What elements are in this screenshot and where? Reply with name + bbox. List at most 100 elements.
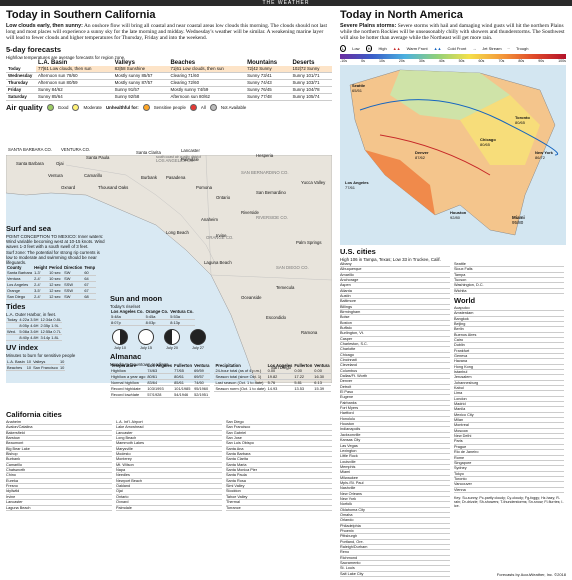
list-item: Albuquerque <box>340 267 450 273</box>
list-item: Mpls./St. Paul <box>340 481 450 487</box>
nation-lead: Severe Plains storms: Severe storms with… <box>340 23 565 42</box>
list-item: Santa Ana <box>226 447 332 453</box>
list-item: Oxnard <box>116 500 222 506</box>
list-item: Bishop <box>6 452 112 458</box>
list-item: Bakersfield <box>6 431 112 437</box>
source-credit: Forecasts by AccuWeather, Inc. ©2018 <box>496 572 566 577</box>
map-label: Escondido <box>266 315 287 320</box>
list-item: Singapore <box>454 461 564 467</box>
list-item: Santa Barbara <box>226 452 332 458</box>
tides-table: Today 4:22a 3.5H 12:34a 0.8L 8:05p 4.6H 2:3… <box>6 317 62 342</box>
table-row: Season total (since Oct. 1) 19.82 17.22 16.… <box>214 373 331 380</box>
uv-note: Minutes to burn for sensitive people <box>6 353 76 359</box>
forecast-col: Valleys <box>114 59 135 66</box>
list-item: Reno <box>340 550 450 556</box>
list-item: Nashville <box>340 486 450 492</box>
forecast-note: High/low temperatures are average foreca… <box>6 54 126 60</box>
list-item: Moscow <box>454 429 564 435</box>
list-item: Sacramento <box>340 561 450 567</box>
list-item: Sioux Falls <box>454 267 564 273</box>
map-city: Miami 95/80 <box>512 214 525 225</box>
list-item: Chatsworth <box>6 468 112 474</box>
list-item: Fairbanks <box>340 401 450 407</box>
list-item: Hartford <box>340 411 450 417</box>
list-item: San Gabriel <box>226 431 332 437</box>
map-label: Laguna Beach <box>204 260 232 265</box>
list-item: Lima <box>454 391 564 397</box>
table-row: Orange 3-5' 12 sec SSW 67 <box>6 287 97 295</box>
map-city: New York 86/72 <box>535 149 553 160</box>
list-item: Eugene <box>340 395 450 401</box>
list-item: Jerusalem <box>454 375 564 381</box>
list-item: Atlanta <box>340 289 450 294</box>
map-label: Irvine <box>216 233 227 238</box>
temp-scale-label: 50s <box>458 58 465 63</box>
sensitive-dot-icon <box>142 103 150 111</box>
list-item: Washington, D.C. <box>454 283 564 289</box>
list-item: Denver <box>340 379 450 385</box>
list-item: Mt. Wilson <box>116 463 222 469</box>
map-label: Ventura <box>48 173 63 178</box>
map-label: Burbank <box>141 175 158 180</box>
list-item: Beijing <box>454 322 564 328</box>
list-item: Istanbul <box>454 370 564 376</box>
tides-title: Tides <box>6 302 26 312</box>
us-cities-title: U.S. cities <box>340 246 376 256</box>
map-label: VENTURA CO. <box>61 147 91 152</box>
list-item: New Delhi <box>454 434 564 440</box>
list-item: Santa Monica Pier <box>226 468 332 474</box>
forecast-row: Wednesday Afternoon sun 78/60 Mostly sunny… <box>6 72 332 80</box>
list-item: Indianapolis <box>340 427 450 433</box>
table-row: Santa Barbara 1-3' 10 sec SW 60 <box>6 270 97 277</box>
us-cities-columns: Albany Albuquerque Amarillo Anchorage Aspen A… <box>340 262 566 578</box>
list-item: Oakland <box>116 484 222 490</box>
list-item: Vancouver <box>454 482 564 488</box>
list-item: Simi Valley <box>226 484 332 490</box>
list-item: Bangkok <box>454 317 564 322</box>
list-item: L.A. Int'l. Airport <box>116 420 222 426</box>
moon-first-quarter-icon <box>112 329 128 346</box>
list-item: Idyllwild <box>6 489 112 495</box>
table-row: L.A. Basin 10 Valleys 10 <box>6 358 66 365</box>
list-item: Santa Clarita <box>226 457 332 463</box>
list-item: Lake Arrowhead <box>116 425 222 431</box>
surf-section: Surf and sea POINT CONCEPTION TO MEXICO:… <box>6 222 106 371</box>
socal-title: Today in Southern California <box>6 9 156 21</box>
socal-lead: Low clouds early, then sunny: An onshore… <box>6 23 327 42</box>
list-item: Dublin <box>454 343 564 349</box>
surf-title: Surf and sea <box>6 224 52 233</box>
list-item: Miami <box>340 470 450 476</box>
list-item: Aspen <box>340 283 450 289</box>
list-item: Jacksonville <box>340 433 450 439</box>
list-item: Toronto <box>454 477 564 483</box>
ca-cities-section: California cities Anaheim Avalon/Catalina… <box>6 408 334 511</box>
list-item: Las Vegas <box>340 444 450 449</box>
moon-new-icon <box>190 329 206 346</box>
temperature-scale-bar <box>340 53 566 59</box>
map-city: Los Angeles 77/61 <box>345 179 369 190</box>
map-label: Thousand Oaks <box>98 185 129 190</box>
map-label: San Bernardino <box>256 190 286 195</box>
list-item: Honolulu <box>340 417 450 423</box>
table-row: Record low/date 57/1928 54/1946 52/1951 <box>110 391 211 398</box>
map-label: Yucca Valley <box>301 180 326 185</box>
list-item: Geneva <box>454 354 564 360</box>
list-item: Paris <box>454 439 564 445</box>
list-item: Boise <box>340 315 450 321</box>
list-item: Mexico City <box>454 413 564 419</box>
list-item: Buffalo <box>340 326 450 332</box>
uv-title: UV index <box>6 343 39 353</box>
list-item: Mammoth Lakes <box>116 441 222 447</box>
list-item: Torrance <box>226 506 332 511</box>
nation-map: Seattle 65/51 Los Angeles 77/61 Houston 92/… <box>340 64 566 245</box>
map-city: Denver 87/62 <box>415 149 429 160</box>
list-item: Orlando <box>340 518 450 524</box>
list-item: Avalon/Catalina <box>6 425 112 431</box>
list-item: Phoenix <box>340 529 450 535</box>
temp-scale-label: 30s <box>418 58 425 63</box>
almanac-note: Monday's Downtown readings <box>110 362 169 368</box>
surf-zone-text: Surf zone: The potential for strong rip … <box>6 249 100 266</box>
forecast-col: Deserts <box>292 59 315 66</box>
table-row: San Diego 2-4' 12 sec SW 68 <box>6 293 97 301</box>
surf-text: POINT CONCEPTION TO MEXICO: Inner waters… <box>6 234 105 250</box>
